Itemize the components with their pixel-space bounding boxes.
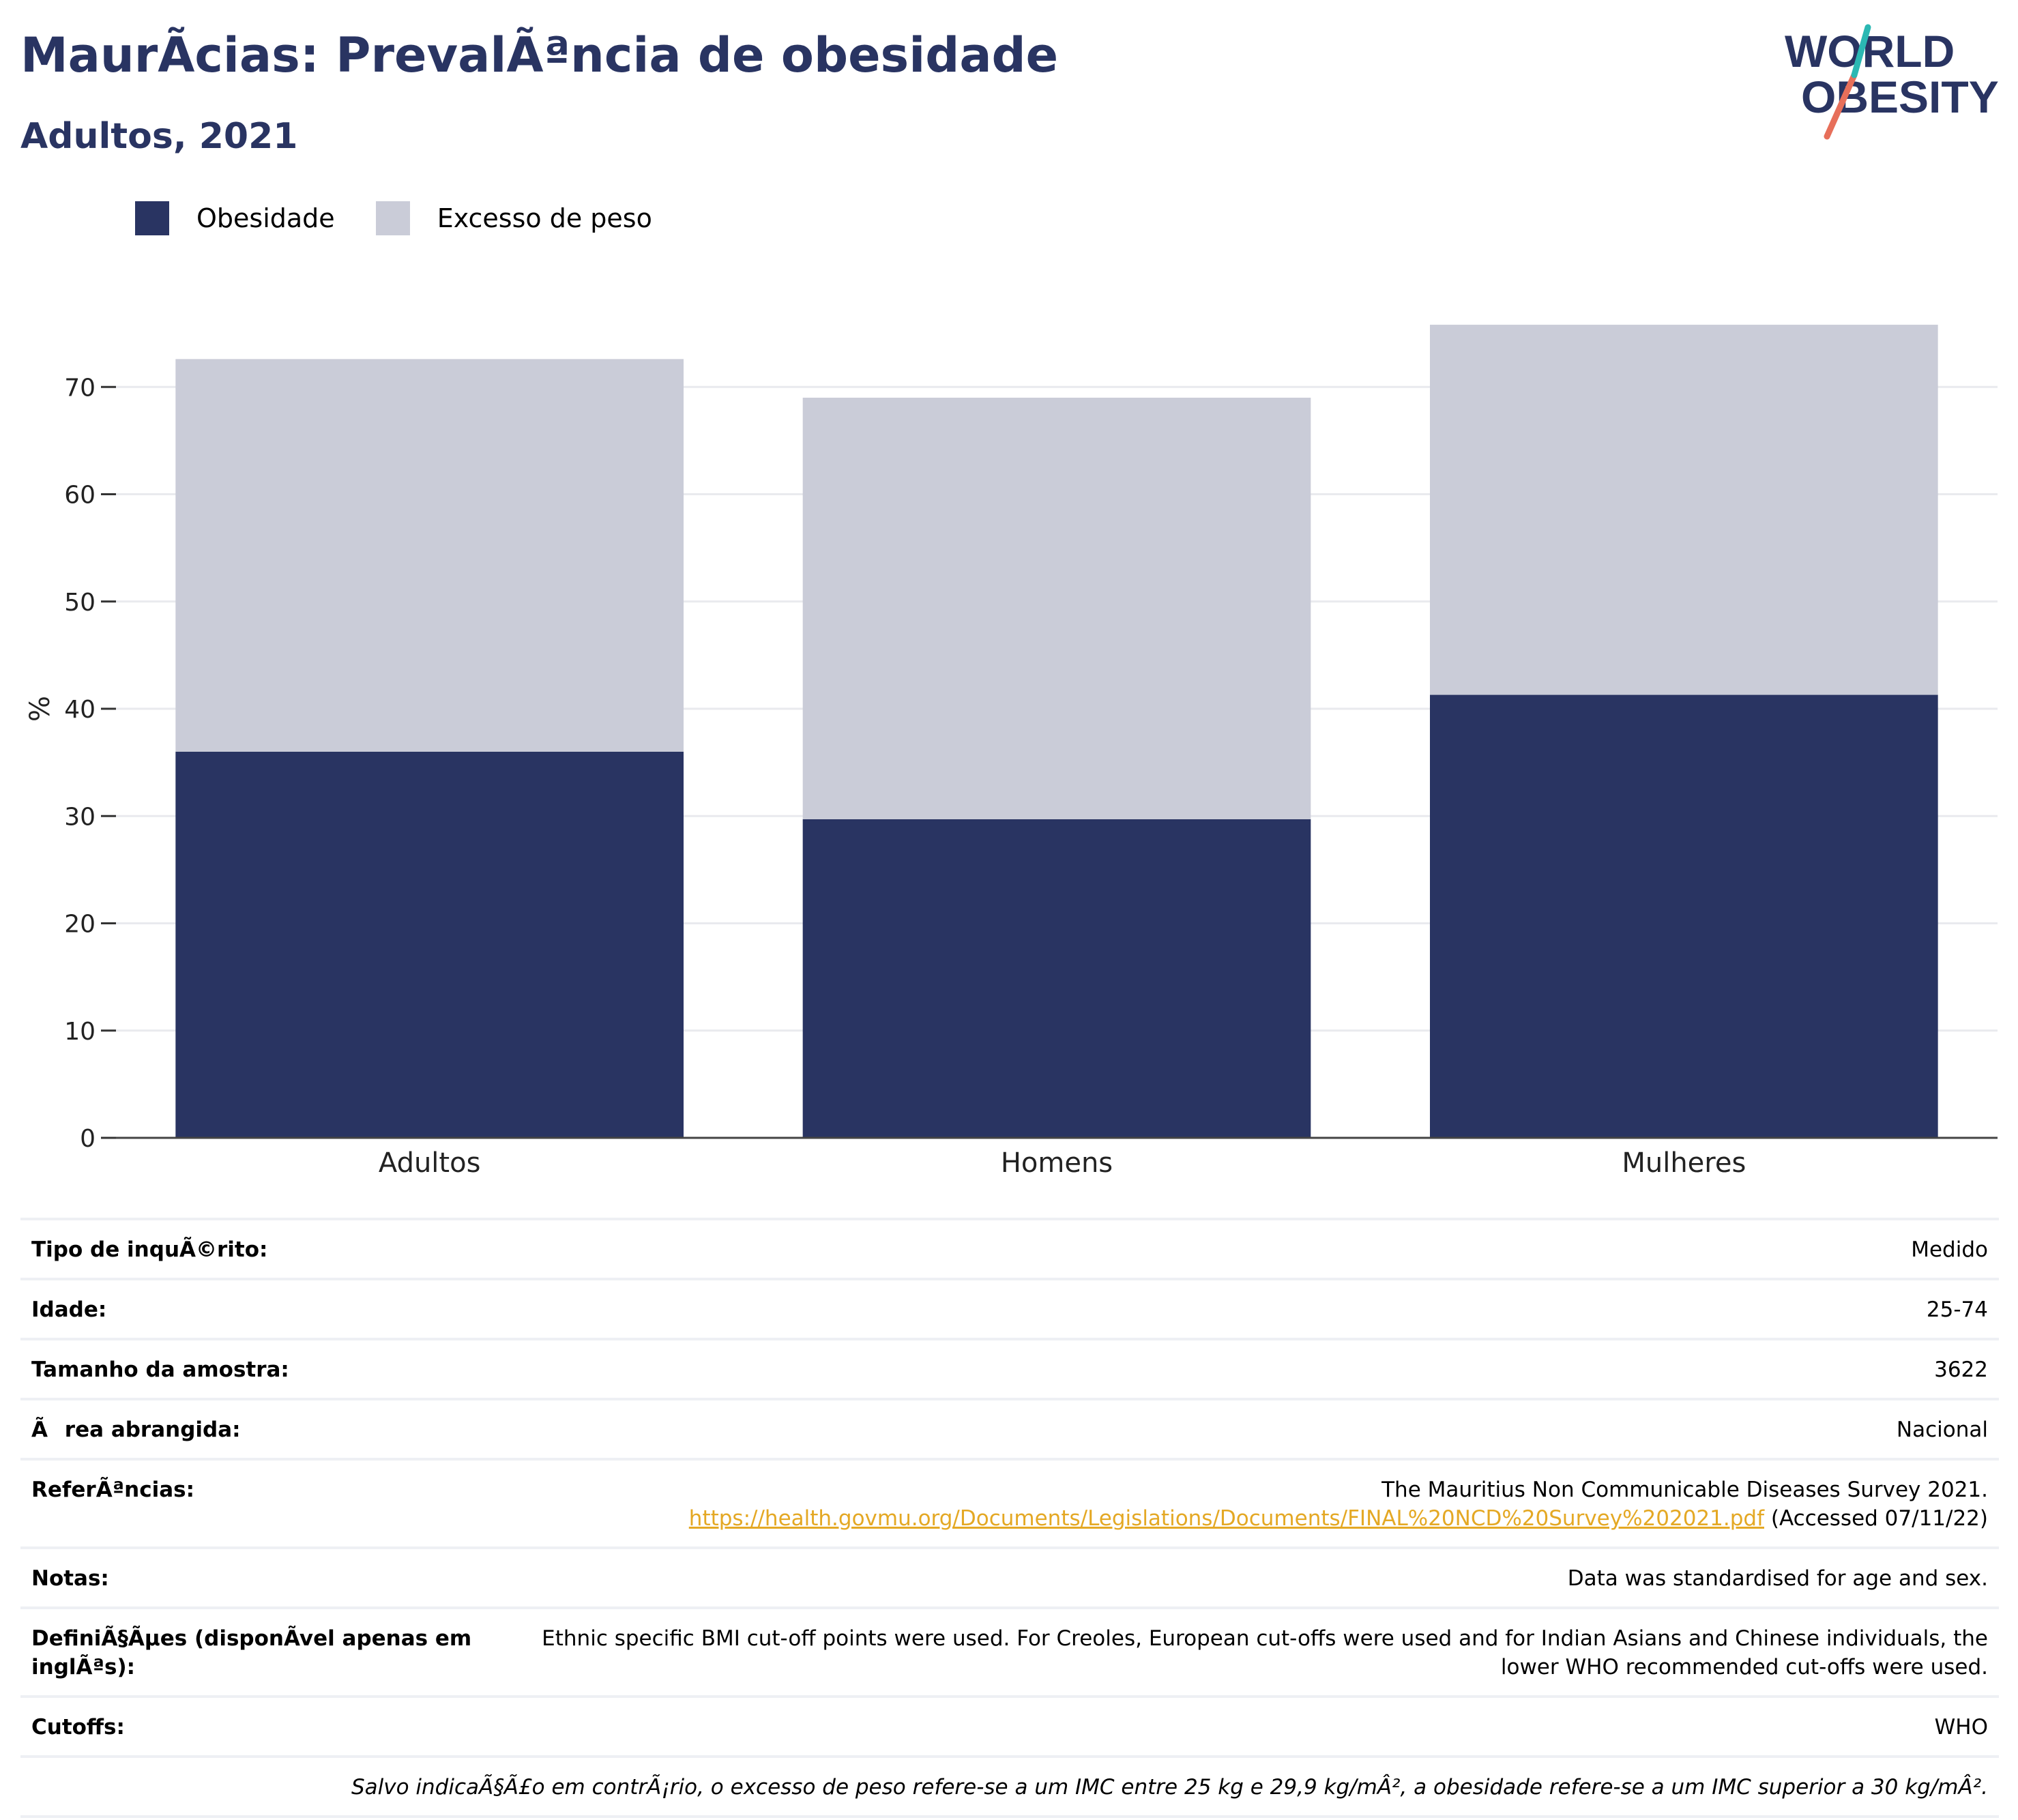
legend-swatch-excesso-de-peso (375, 201, 410, 235)
reference-link[interactable]: https://health.govmu.org/Documents/Legis… (688, 1506, 1764, 1531)
reference-link-line: https://health.govmu.org/Documents/Legis… (482, 1504, 1988, 1533)
y-tick-label: 40 (64, 696, 96, 724)
references-value: The Mauritius Non Communicable Diseases … (482, 1476, 1988, 1533)
survey-info-table: Tipo de inquÃ©rito: Medido Idade: 25-74 … (20, 1218, 1999, 1818)
y-tick-label: 0 (80, 1125, 96, 1153)
info-row: Tipo de inquÃ©rito: Medido (20, 1218, 1999, 1278)
chart-subtitle: Adultos, 2021 (20, 116, 298, 157)
chart-legend: Obesidade Excesso de peso (135, 201, 693, 235)
y-tick-label: 70 (64, 374, 96, 402)
info-label: Tamanho da amostra: (31, 1357, 289, 1382)
logo-line1: WORLD (1785, 26, 1955, 76)
legend-label-excesso-de-peso: Excesso de peso (437, 203, 652, 233)
info-label: ReferÃªncias: (31, 1478, 195, 1502)
info-label: Tipo de inquÃ©rito: (31, 1237, 268, 1262)
chart-title: MaurÃcias: PrevalÃªncia de obesidade (20, 27, 1059, 83)
x-tick-label: Homens (1001, 1147, 1113, 1179)
reference-accessed: (Accessed 07/11/22) (1764, 1506, 1988, 1531)
bar-obesidade (802, 819, 1311, 1138)
info-value: 3622 (1934, 1357, 1988, 1382)
world-obesity-logo: WORLD OBESITY (1785, 24, 1999, 140)
legend-item-obesidade[interactable]: Obesidade (135, 201, 335, 235)
y-tick-label: 20 (64, 911, 96, 939)
info-label: Notas: (31, 1566, 109, 1591)
info-label: Ãrea abrangida: (31, 1418, 241, 1442)
y-tick-label: 60 (64, 482, 96, 510)
bar-excesso-de-peso (1430, 325, 1938, 695)
legend-label-obesidade: Obesidade (196, 203, 335, 233)
info-row: Notas: Data was standardised for age and… (20, 1546, 1999, 1606)
info-value: Medido (1911, 1237, 1988, 1262)
legend-swatch-obesidade (135, 201, 169, 235)
y-tick-label: 50 (64, 589, 96, 617)
bar-obesidade (175, 751, 684, 1138)
info-row: Ãrea abrangida: Nacional (20, 1398, 1999, 1458)
info-row: Tamanho da amostra: 3622 (20, 1338, 1999, 1398)
info-value: WHO (1934, 1715, 1988, 1740)
y-axis-label: % (25, 696, 56, 722)
info-value: Nacional (1896, 1418, 1988, 1442)
bar-excesso-de-peso (802, 397, 1311, 819)
info-label: Cutoffs: (31, 1715, 125, 1740)
info-label: DefiniÃ§Ãµes (disponÃvel apenas em inglÃ… (31, 1626, 472, 1679)
info-value: Data was standardised for age and sex. (1567, 1566, 1988, 1591)
reference-title: The Mauritius Non Communicable Diseases … (1381, 1478, 1988, 1502)
footnote: Salvo indicaÃ§Ã£o em contrÃ¡rio, o exces… (20, 1755, 1999, 1818)
stacked-bar-chart: 0 10 20 30 40 50 60 70% Adultos Homens Mulheres (25, 325, 1998, 1179)
legend-item-excesso-de-peso[interactable]: Excesso de peso (375, 201, 652, 235)
logo-line2: OBESITY (1801, 72, 1999, 122)
y-tick-label: 10 (64, 1018, 96, 1046)
x-tick-label: Adultos (379, 1147, 481, 1179)
y-tick-label: 30 (64, 803, 96, 831)
x-tick-label: Mulheres (1622, 1147, 1746, 1179)
info-row: Cutoffs: WHO (20, 1695, 1999, 1755)
bar-obesidade (1430, 694, 1938, 1138)
info-row: Idade: 25-74 (20, 1278, 1999, 1338)
info-label: Idade: (31, 1297, 107, 1322)
info-value: Ethnic specific BMI cut-off points were … (542, 1626, 1988, 1679)
info-value: 25-74 (1926, 1297, 1988, 1322)
info-row: DefiniÃ§Ãµes (disponÃvel apenas em inglÃ… (20, 1606, 1999, 1695)
info-row-references: ReferÃªncias: The Mauritius Non Communic… (20, 1458, 1999, 1546)
bar-excesso-de-peso (175, 359, 684, 752)
